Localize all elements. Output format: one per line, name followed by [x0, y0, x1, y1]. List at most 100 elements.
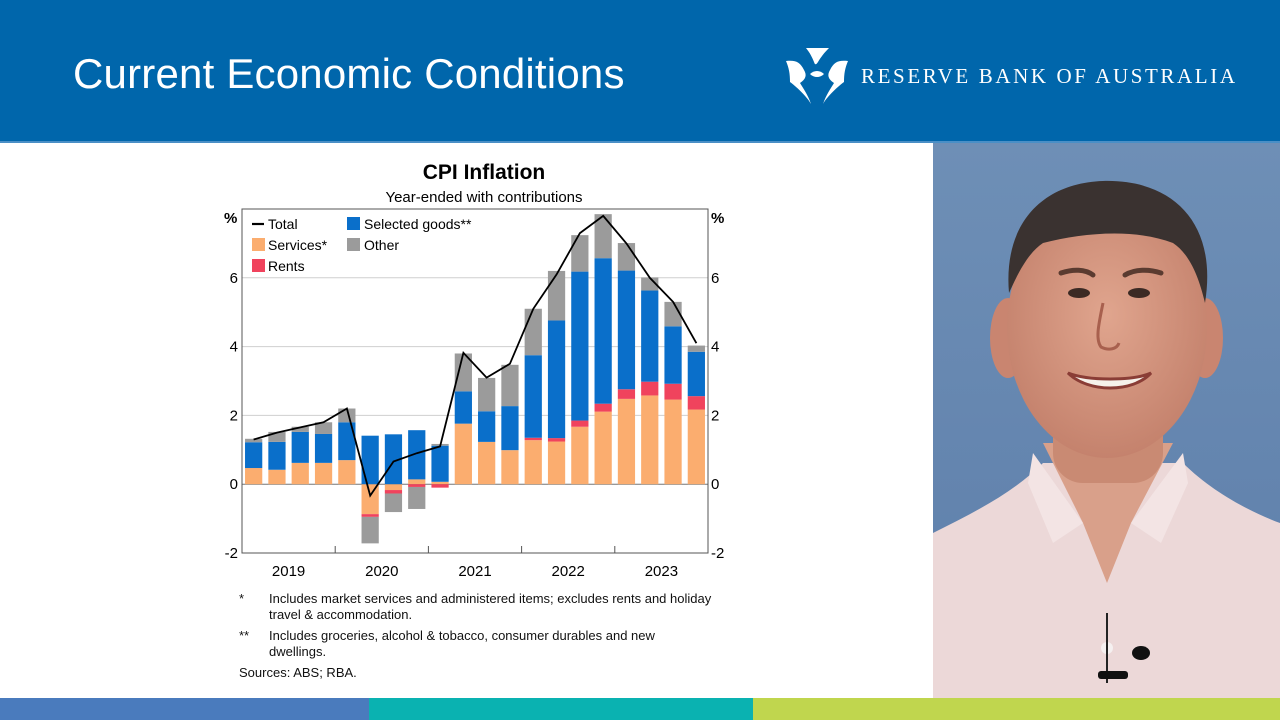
- rba-emblem-icon: [786, 48, 848, 104]
- y-tick-label-right: 2: [711, 407, 719, 424]
- legend-other-swatch: [347, 238, 360, 251]
- bar-services: [408, 479, 426, 485]
- bar-rents: [664, 383, 682, 400]
- chart-title: CPI Inflation: [423, 161, 546, 184]
- bar-services: [384, 484, 403, 491]
- chart-notes: * Includes market services and administe…: [239, 591, 719, 681]
- bar-selectedgoods: [338, 422, 356, 461]
- bar-rents: [687, 396, 705, 410]
- bar-selectedgoods: [571, 271, 589, 421]
- legend-other-label: Other: [364, 237, 399, 253]
- bar-rents: [594, 403, 612, 412]
- y-tick-label-right: -2: [711, 545, 724, 562]
- total-line: [253, 214, 698, 498]
- bar-selectedgoods: [408, 430, 426, 480]
- bar-services: [245, 468, 263, 485]
- footnote-services: * Includes market services and administe…: [239, 591, 719, 623]
- legend-total-label: Total: [268, 216, 298, 232]
- x-year-label: 2022: [552, 563, 585, 580]
- bar-selectedgoods: [617, 270, 636, 390]
- footnote-text: Includes groceries, alcohol & tobacco, c…: [269, 628, 655, 659]
- bar-services: [291, 462, 309, 485]
- bar-other: [384, 493, 403, 513]
- footer-stripe-teal: [369, 698, 753, 720]
- y-tick-label-left: 6: [230, 270, 238, 287]
- bar-rents: [431, 484, 449, 488]
- gridlines: [242, 277, 708, 485]
- x-year-label: 2019: [272, 563, 305, 580]
- bar-services: [501, 450, 519, 485]
- bar-other: [245, 438, 263, 443]
- bar-rents: [361, 514, 379, 517]
- bar-services: [524, 440, 542, 485]
- legend-goods-label: Selected goods**: [364, 216, 472, 232]
- x-year-label: 2023: [645, 563, 678, 580]
- legend-goods-swatch: [347, 217, 360, 230]
- bar-selectedgoods: [384, 434, 403, 485]
- page-title: Current Economic Conditions: [73, 50, 625, 97]
- legend-rents-label: Rents: [268, 258, 305, 274]
- bar-other: [361, 516, 379, 544]
- bar-selectedgoods: [547, 320, 566, 439]
- bar-other: [478, 377, 496, 412]
- y-unit-right: %: [711, 210, 724, 227]
- cpi-inflation-chart: CPI Inflation Year-ended with contributi…: [224, 161, 724, 580]
- footer-stripe-blue: [0, 698, 369, 720]
- bar-other: [501, 364, 519, 407]
- bar-other: [291, 426, 309, 432]
- bar-other: [524, 308, 542, 356]
- legend: Total Selected goods** Services* Other R…: [252, 216, 472, 274]
- bar-selectedgoods: [664, 326, 682, 384]
- bar-services: [641, 395, 659, 485]
- bar-rents: [641, 381, 659, 396]
- bar-other: [617, 243, 636, 271]
- header-divider: [0, 141, 1280, 143]
- header-banner: [0, 0, 1280, 142]
- x-year-label: 2021: [458, 563, 491, 580]
- y-tick-label-right: 4: [711, 339, 719, 356]
- bar-services: [338, 460, 356, 485]
- bar-selectedgoods: [291, 431, 309, 463]
- bar-services: [547, 441, 566, 485]
- y-tick-label-right: 0: [711, 476, 719, 493]
- plot-frame: [241, 208, 709, 554]
- bar-selectedgoods: [524, 355, 542, 438]
- bar-services: [454, 423, 472, 485]
- bar-services: [478, 441, 496, 485]
- bar-series: [245, 214, 705, 544]
- bar-selectedgoods: [314, 433, 333, 463]
- bar-rents: [571, 420, 589, 427]
- bar-selectedgoods: [245, 442, 263, 469]
- bar-other: [641, 277, 659, 291]
- bar-rents: [524, 437, 542, 441]
- bar-selectedgoods: [501, 406, 519, 451]
- y-tick-label-left: 2: [230, 407, 238, 424]
- bar-other: [687, 345, 705, 352]
- bar-services: [361, 484, 379, 515]
- bar-selectedgoods: [268, 441, 286, 470]
- y-tick-label-left: -2: [225, 545, 238, 562]
- bar-services: [617, 398, 636, 485]
- bar-other: [454, 353, 472, 392]
- bar-selectedgoods: [454, 391, 472, 424]
- y-tick-label-right: 6: [711, 270, 719, 287]
- bar-rents: [547, 438, 566, 442]
- bar-other: [408, 486, 426, 509]
- legend-services-label: Services*: [268, 237, 328, 253]
- footnote-text: Includes market services and administere…: [269, 591, 712, 622]
- bar-selectedgoods: [687, 351, 705, 397]
- legend-services-swatch: [252, 238, 265, 251]
- y-unit-left: %: [224, 210, 237, 227]
- bar-other: [594, 214, 612, 259]
- footer-stripe-lime: [753, 698, 1280, 720]
- logo-text: RESERVE BANK OF AUSTRALIA: [861, 64, 1238, 88]
- footnote-goods: ** Includes groceries, alcohol & tobacco…: [239, 628, 719, 660]
- bar-other: [571, 235, 589, 272]
- bar-selectedgoods: [641, 290, 659, 382]
- y-tick-label-left: 0: [230, 476, 238, 493]
- bar-services: [664, 399, 682, 485]
- total-line-group: [253, 214, 698, 498]
- bar-rents: [408, 484, 426, 487]
- x-axis-ticks: 2019 2020 2021 2022 2023: [272, 546, 678, 580]
- bar-selectedgoods: [478, 411, 496, 442]
